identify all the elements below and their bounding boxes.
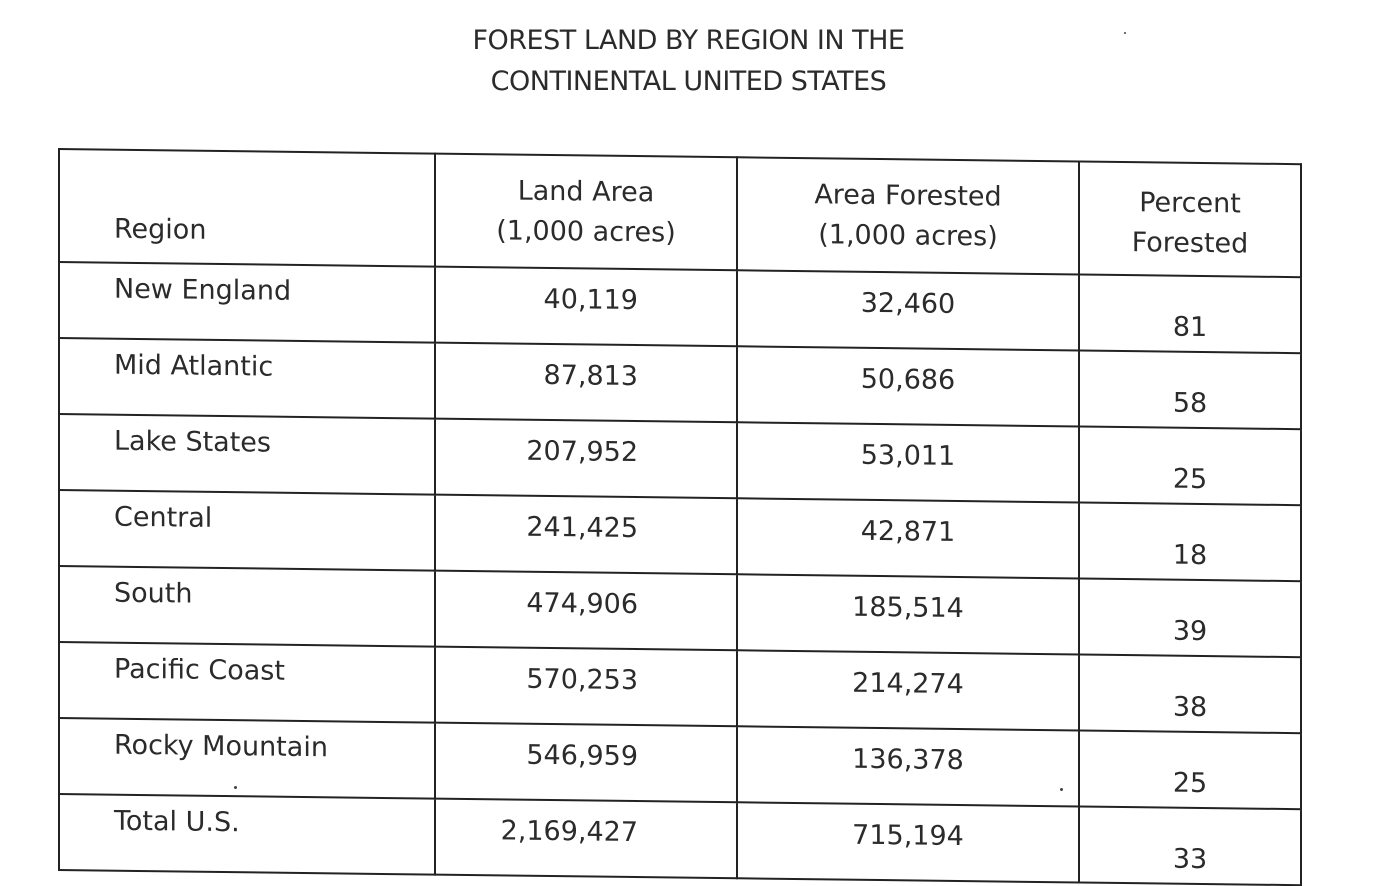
cell-percent-forested: 58 [1079, 350, 1301, 430]
page-title: FOREST LAND BY REGION IN THE CONTINENTAL… [0, 20, 1377, 102]
cell-land-area: 87,813 [435, 342, 737, 423]
table-row-total: Total U.S. 2,169,427 715,194 33 [59, 794, 1301, 886]
cell-region: Pacific Coast [59, 642, 435, 723]
cell-region: New England [59, 262, 435, 343]
scan-speck [234, 786, 237, 789]
header-area-forested: Area Forested (1,000 acres) [737, 157, 1079, 275]
header-row: Region Land Area (1,000 acres) Area Fore… [59, 149, 1301, 278]
cell-percent-forested: 18 [1079, 502, 1301, 582]
cell-region: Central [59, 490, 435, 571]
cell-percent-forested: 39 [1079, 578, 1301, 658]
header-land-area: Land Area (1,000 acres) [435, 153, 737, 271]
cell-area-forested: 214,274 [737, 650, 1079, 731]
cell-percent-forested: 33 [1079, 806, 1301, 886]
header-region: Region [59, 149, 435, 267]
cell-area-forested: 32,460 [737, 270, 1079, 351]
forest-land-table-container: Region Land Area (1,000 acres) Area Fore… [58, 148, 1301, 886]
cell-percent-forested: 38 [1079, 654, 1301, 734]
table-body: New England 40,119 32,460 81 Mid Atlanti… [59, 262, 1301, 886]
table-header: Region Land Area (1,000 acres) Area Fore… [59, 149, 1301, 278]
header-region-label: Region [114, 213, 207, 246]
cell-land-area: 2,169,427 [435, 798, 737, 879]
cell-percent-forested: 25 [1079, 730, 1301, 810]
cell-region: Mid Atlantic [59, 338, 435, 419]
cell-area-forested: 715,194 [737, 802, 1079, 883]
cell-area-forested: 50,686 [737, 346, 1079, 427]
header-percent-line-1: Percent [1139, 186, 1241, 219]
cell-land-area: 241,425 [435, 494, 737, 575]
cell-land-area: 546,959 [435, 722, 737, 803]
title-line-1: FOREST LAND BY REGION IN THE [472, 25, 905, 56]
cell-area-forested: 185,514 [737, 574, 1079, 655]
cell-region: Lake States [59, 414, 435, 495]
title-line-2: CONTINENTAL UNITED STATES [490, 66, 887, 97]
cell-region: South [59, 566, 435, 647]
header-area-forested-line-1: Area Forested [814, 178, 1002, 213]
cell-region: Rocky Mountain [59, 718, 435, 799]
header-area-forested-line-2: (1,000 acres) [818, 218, 998, 252]
cell-land-area: 207,952 [435, 418, 737, 499]
header-percent-line-2: Forested [1131, 226, 1249, 260]
cell-land-area: 474,906 [435, 570, 737, 651]
cell-region: Total U.S. [59, 794, 435, 875]
forest-land-table: Region Land Area (1,000 acres) Area Fore… [58, 148, 1302, 886]
cell-percent-forested: 81 [1079, 274, 1301, 354]
cell-area-forested: 136,378 [737, 726, 1079, 807]
header-land-area-line-1: Land Area [517, 175, 655, 208]
scan-speck [1124, 32, 1126, 34]
scan-speck [1060, 788, 1063, 791]
cell-land-area: 40,119 [435, 266, 737, 347]
cell-area-forested: 53,011 [737, 422, 1079, 503]
cell-area-forested: 42,871 [737, 498, 1079, 579]
header-percent-forested: Percent Forested [1079, 161, 1301, 278]
header-land-area-line-2: (1,000 acres) [496, 214, 676, 249]
cell-percent-forested: 25 [1079, 426, 1301, 506]
cell-land-area: 570,253 [435, 646, 737, 727]
